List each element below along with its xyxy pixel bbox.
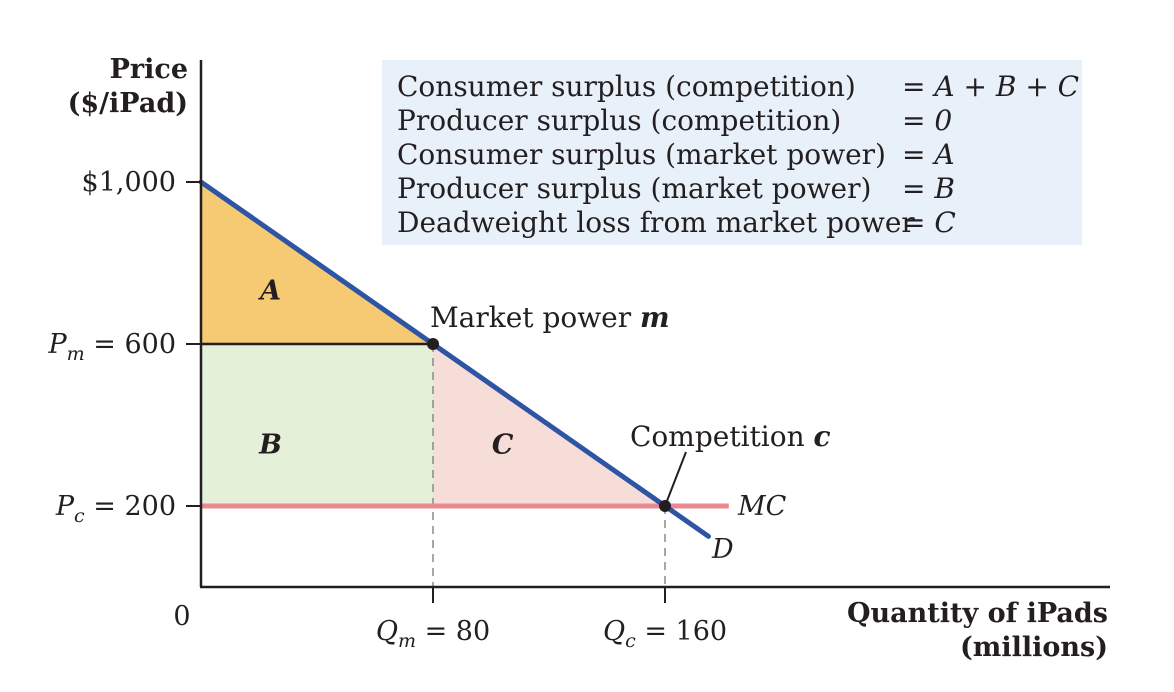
x-ticks: Qm = 80 Qc = 160 (376, 587, 727, 652)
legend-value-0: = A + B + C (902, 70, 1079, 103)
x-axis-title-unit: (millions) (960, 632, 1108, 663)
region-label-b: B (258, 429, 282, 460)
x-tick-label-0: Qm = 80 (376, 616, 490, 652)
y-tick-label-1: Pm = 600 (47, 329, 176, 365)
origin-label: 0 (173, 601, 190, 632)
legend-label-4: Deadweight loss from market power (397, 206, 915, 239)
legend-value-4: = C (902, 206, 956, 239)
region-b (201, 344, 433, 506)
y-tick-label-0: $1,000 (82, 167, 176, 198)
legend-value-2: = A (902, 138, 955, 171)
label-market-power: Market power m (430, 301, 670, 334)
legend: Consumer surplus (competition) = A + B + … (397, 70, 1079, 239)
y-axis-title-unit: ($/iPad) (68, 88, 188, 119)
y-axis-title: Price (110, 54, 188, 85)
y-tick-label-2: Pc = 200 (55, 491, 176, 527)
point-market-power (427, 338, 439, 350)
legend-label-0: Consumer surplus (competition) (397, 70, 856, 103)
demand-curve (198, 179, 711, 539)
label-d: D (711, 534, 734, 565)
x-tick-label-1: Qc = 160 (603, 616, 727, 652)
label-competition: Competition c (630, 420, 831, 453)
region-label-c: C (492, 429, 514, 460)
x-axis-title: Quantity of iPads (847, 598, 1108, 629)
legend-label-1: Producer surplus (competition) (397, 104, 841, 137)
legend-label-3: Producer surplus (market power) (397, 172, 871, 205)
region-label-a: A (257, 275, 281, 306)
legend-value-1: = 0 (902, 104, 952, 137)
label-mc: MC (737, 491, 787, 522)
legend-value-3: = B (902, 172, 955, 205)
legend-label-2: Consumer surplus (market power) (397, 138, 886, 171)
y-ticks: $1,000 Pm = 600 Pc = 200 (47, 167, 201, 527)
leader-line-competition (664, 451, 687, 507)
legend-box (382, 60, 1082, 245)
